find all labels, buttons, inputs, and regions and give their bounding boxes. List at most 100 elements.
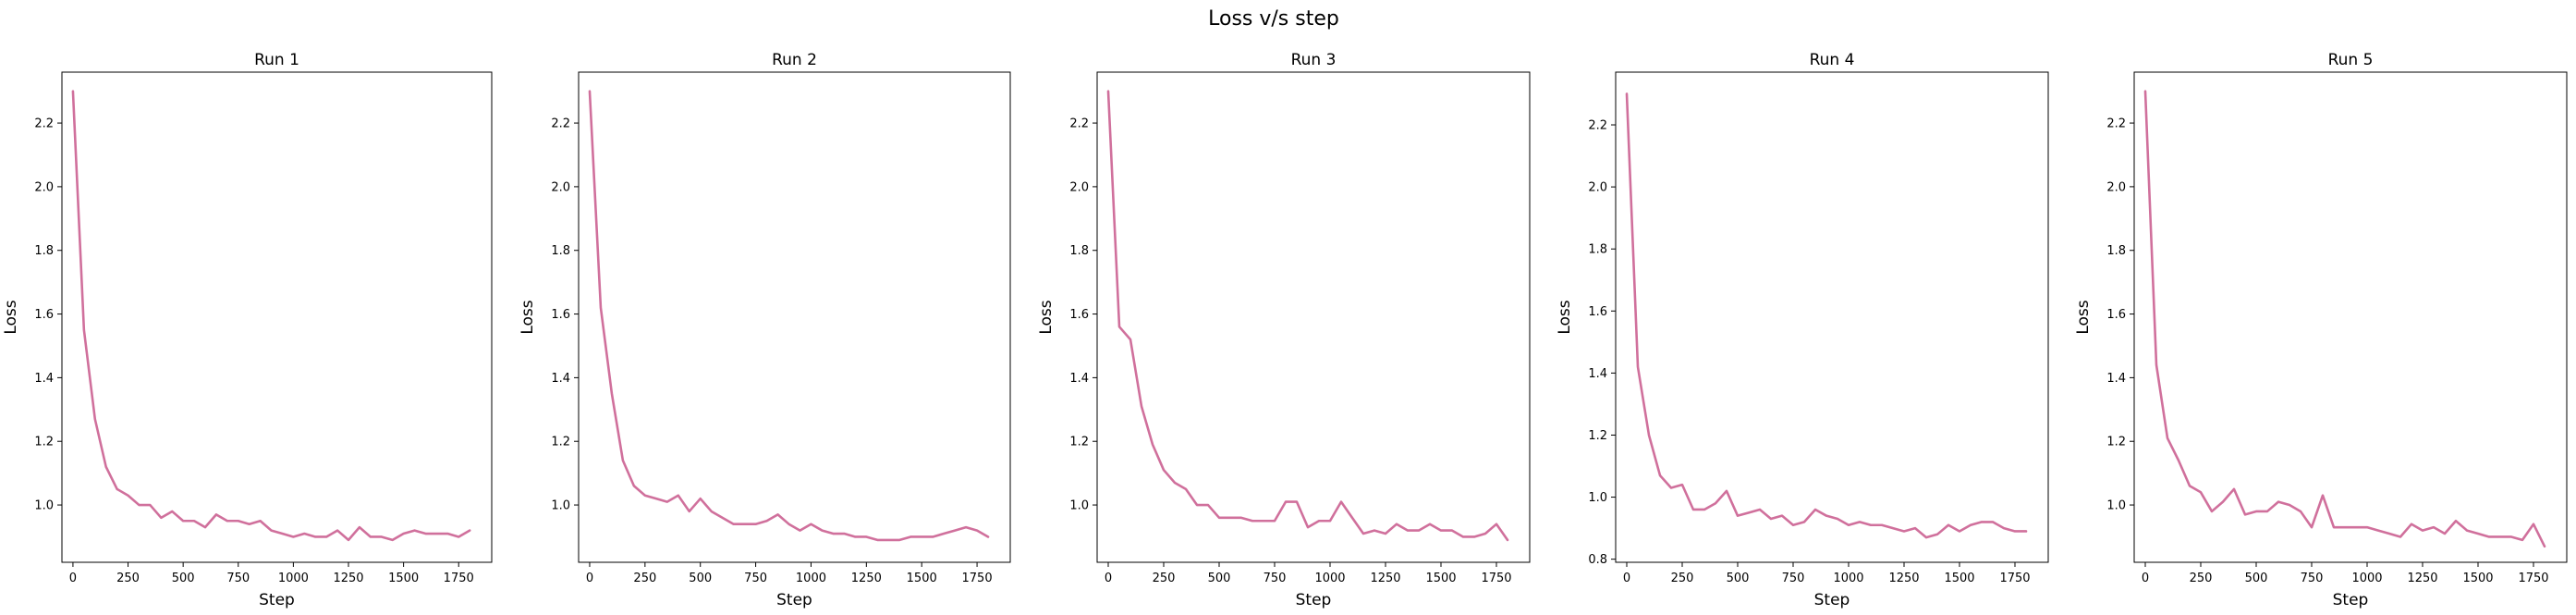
y-axis-label: Loss — [1556, 300, 1574, 334]
axes-frame — [1096, 71, 1531, 563]
x-tick-label: 0 — [1623, 572, 1630, 585]
x-tick-label: 1750 — [962, 572, 993, 585]
y-tick-label: 1.8 — [1069, 244, 1089, 258]
series-line-1 — [71, 90, 471, 542]
axes-run-1: Run 1 0 250 500 750 1000 1250 1500 1750 1.0 1.2 1.4… — [2, 51, 493, 609]
axes-root: Run 1 0 250 500 750 1000 1250 1500 1750 1.0 1.2 1.4… — [2, 51, 2568, 609]
y-tick-label: 1.6 — [34, 308, 54, 322]
y-tick-label: 1.0 — [1588, 491, 1607, 505]
x-axis-label: Step — [2333, 591, 2369, 609]
x-tick-label: 750 — [1782, 572, 1805, 585]
y-tick-label: 2.0 — [34, 180, 54, 194]
x-tick-label: 1500 — [907, 572, 937, 585]
x-tick-label: 1250 — [2407, 572, 2437, 585]
y-tick-label: 0.8 — [1588, 553, 1607, 567]
y-tick-label: 2.0 — [1069, 180, 1089, 194]
y-tick-label: 1.0 — [2106, 499, 2126, 513]
series-line-1 — [1106, 90, 1509, 542]
x-tick-label: 0 — [1105, 572, 1112, 585]
axes-run-2: Run 2 0 250 500 750 1000 1250 1500 1750 1.0 1.2 1.4… — [519, 51, 1011, 609]
x-tick-label: 500 — [689, 572, 712, 585]
x-tick-label: 1000 — [278, 572, 309, 585]
axes-run-5: Run 5 0 250 500 750 1000 1250 1500 1750 1.0 1.2 1.4… — [2074, 51, 2568, 609]
y-tick-label: 1.2 — [1069, 436, 1089, 449]
y-tick-label: 2.0 — [1588, 181, 1607, 195]
y-tick-label: 2.2 — [34, 117, 54, 131]
y-tick-label: 1.6 — [1069, 308, 1089, 322]
x-tick-label: 1750 — [1999, 572, 2030, 585]
series-line-1 — [588, 90, 990, 542]
y-axis-label: Loss — [2074, 300, 2093, 334]
y-tick-label: 1.8 — [551, 244, 570, 258]
x-tick-label: 500 — [1208, 572, 1231, 585]
axes-frame — [2133, 71, 2568, 563]
x-axis-label: Step — [776, 591, 812, 609]
x-axis-label: Step — [1814, 591, 1850, 609]
x-tick-label: 750 — [744, 572, 767, 585]
x-tick-label: 750 — [2301, 572, 2324, 585]
y-tick-label: 1.4 — [1588, 367, 1607, 381]
y-tick-label: 1.2 — [34, 436, 54, 449]
axes-title: Run 2 — [772, 51, 817, 69]
x-tick-label: 0 — [586, 572, 593, 585]
x-tick-label: 1000 — [1314, 572, 1345, 585]
y-tick-label: 1.6 — [551, 308, 570, 322]
axes-title: Run 3 — [1291, 51, 1337, 69]
y-tick-label: 2.2 — [1069, 117, 1089, 131]
x-tick-label: 0 — [2142, 572, 2149, 585]
y-axis-label: Loss — [1037, 300, 1056, 334]
y-tick-label: 1.4 — [1069, 372, 1089, 386]
axes-title: Run 1 — [254, 51, 299, 69]
x-tick-label: 250 — [2190, 572, 2213, 585]
x-tick-label: 1250 — [851, 572, 882, 585]
x-tick-label: 1250 — [1888, 572, 1919, 585]
x-tick-label: 250 — [1671, 572, 1694, 585]
x-tick-label: 750 — [1264, 572, 1287, 585]
x-tick-label: 1500 — [1425, 572, 1456, 585]
axes-frame — [61, 71, 493, 563]
y-tick-label: 1.2 — [551, 436, 570, 449]
x-tick-label: 0 — [69, 572, 77, 585]
x-tick-label: 750 — [226, 572, 250, 585]
y-tick-label: 2.0 — [2106, 180, 2126, 194]
x-tick-label: 1500 — [2462, 572, 2493, 585]
y-tick-label: 1.2 — [2106, 436, 2126, 449]
y-axis-label: Loss — [519, 300, 537, 334]
y-tick-label: 1.8 — [2106, 244, 2126, 258]
x-tick-label: 1750 — [2518, 572, 2548, 585]
x-tick-label: 500 — [172, 572, 195, 585]
x-tick-label: 1500 — [1944, 572, 1974, 585]
x-axis-label: Step — [1296, 591, 1332, 609]
y-tick-label: 2.0 — [551, 180, 570, 194]
x-tick-label: 1750 — [444, 572, 474, 585]
axes-run-3: Run 3 0 250 500 750 1000 1250 1500 1750 1.0 1.2 1.4… — [1037, 51, 1531, 609]
x-tick-label: 1250 — [1370, 572, 1400, 585]
y-tick-label: 1.4 — [551, 372, 570, 386]
y-tick-label: 1.6 — [1588, 305, 1607, 319]
y-tick-label: 2.2 — [1588, 119, 1607, 133]
x-tick-label: 1250 — [333, 572, 363, 585]
series-line-1 — [2143, 90, 2546, 548]
y-tick-label: 1.4 — [2106, 372, 2126, 386]
x-tick-label: 1000 — [796, 572, 826, 585]
y-tick-label: 1.8 — [34, 244, 54, 258]
x-tick-label: 500 — [1727, 572, 1750, 585]
figure-suptitle: Loss v/s step — [1208, 7, 1339, 31]
x-tick-label: 1000 — [1833, 572, 1863, 585]
y-tick-label: 1.8 — [1588, 243, 1607, 257]
y-tick-label: 1.0 — [34, 499, 54, 513]
axes-frame — [1615, 71, 2049, 563]
axes-frame — [578, 71, 1011, 563]
axes-title: Run 4 — [1810, 51, 1855, 69]
y-axis-label: Loss — [2, 300, 20, 334]
axes-run-4: Run 4 0 250 500 750 1000 1250 1500 1750 0.8 1.0 1.2… — [1556, 51, 2049, 609]
y-tick-label: 1.0 — [1069, 499, 1089, 513]
axes-title: Run 5 — [2328, 51, 2374, 69]
x-tick-label: 1500 — [388, 572, 419, 585]
y-tick-label: 2.2 — [551, 117, 570, 131]
x-tick-label: 1750 — [1481, 572, 1511, 585]
x-tick-label: 1000 — [2351, 572, 2382, 585]
series-line-1 — [1625, 92, 2028, 539]
x-tick-label: 250 — [1153, 572, 1176, 585]
